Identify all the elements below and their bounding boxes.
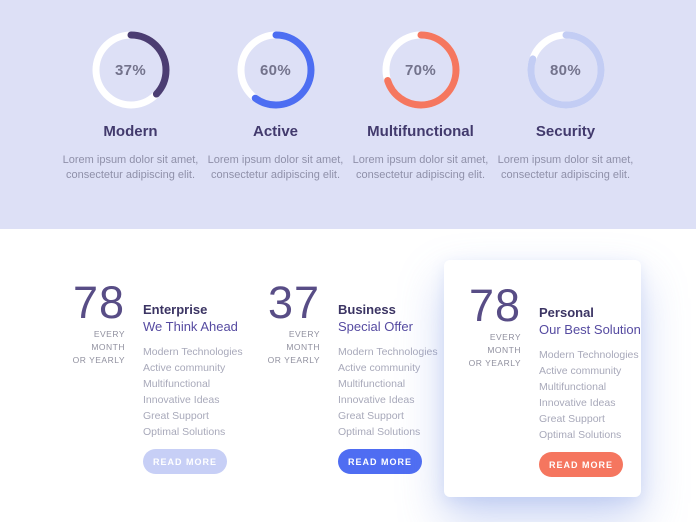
pricing-plan-enterprise: 78 EVERY MONTH OR YEARLY Enterprise We T…	[62, 277, 243, 474]
percent-label: 37%	[115, 61, 146, 79]
plan-price: 78	[72, 277, 125, 328]
plan-feature: Optimal Solutions	[539, 429, 622, 441]
donut-chart-multifunctional: 70%	[382, 31, 460, 109]
plan-feature: Great Support	[143, 410, 209, 422]
stat-modern: 37% Modern Lorem ipsum dolor sit amet, c…	[58, 31, 203, 229]
plan-feature: Innovative Ideas	[143, 394, 220, 406]
pricing-section: 78 EVERY MONTH OR YEARLY Enterprise We T…	[0, 229, 696, 522]
stat-description-line1: Lorem ipsum dolor sit amet,	[62, 154, 199, 166]
stat-multifunctional: 70% Multifunctional Lorem ipsum dolor si…	[348, 31, 493, 229]
plan-details: Business Special Offer Modern Technologi…	[338, 285, 438, 474]
plan-billing-line1: EVERY MONTH	[91, 329, 125, 352]
donut-chart-modern: 37%	[92, 31, 170, 109]
plan-feature: Active community	[539, 365, 622, 377]
plan-tagline: We Think Ahead	[143, 319, 238, 334]
pricing-plan-business: 37 EVERY MONTH OR YEARLY Business Specia…	[257, 277, 438, 474]
plan-billing-line1: EVERY MONTH	[286, 329, 320, 352]
stat-title: Active	[252, 123, 299, 140]
plan-price-block: 78 EVERY MONTH OR YEARLY	[62, 277, 125, 474]
stat-description-line1: Lorem ipsum dolor sit amet,	[352, 154, 489, 166]
plan-name: Enterprise	[143, 302, 208, 317]
plan-tagline: Our Best Solution	[539, 322, 641, 337]
plan-name: Business	[338, 302, 396, 317]
plan-feature: Modern Technologies	[143, 346, 243, 358]
donut-svg	[527, 31, 604, 109]
stat-description-line2: consectetur adipiscing elit.	[500, 169, 630, 181]
plan-billing: EVERY MONTH OR YEARLY	[458, 331, 521, 370]
stat-description-line1: Lorem ipsum dolor sit amet,	[207, 154, 344, 166]
stat-description-line2: consectetur adipiscing elit.	[355, 169, 485, 181]
stat-description: Lorem ipsum dolor sit amet, consectetur …	[203, 153, 348, 183]
plan-billing-line2: OR YEARLY	[72, 355, 125, 365]
stat-description: Lorem ipsum dolor sit amet, consectetur …	[348, 153, 493, 183]
donut-chart-active: 60%	[237, 31, 315, 109]
plan-feature-list: Modern Technologies Active community Mul…	[539, 347, 641, 443]
plan-price: 78	[468, 280, 521, 331]
plan-feature: Great Support	[539, 413, 605, 425]
stat-description: Lorem ipsum dolor sit amet, consectetur …	[58, 153, 203, 183]
percent-label: 80%	[550, 61, 581, 79]
donut-svg	[92, 31, 169, 109]
plan-feature: Active community	[143, 362, 226, 374]
plan-feature: Multifunctional	[539, 381, 607, 393]
stat-description-line1: Lorem ipsum dolor sit amet,	[497, 154, 634, 166]
percent-label: 60%	[260, 61, 291, 79]
percent-label: 70%	[405, 61, 436, 79]
stat-title: Modern	[103, 123, 158, 140]
stat-description-line2: consectetur adipiscing elit.	[210, 169, 340, 181]
featured-plan-card: 78 EVERY MONTH OR YEARLY Personal Our Be…	[444, 260, 641, 497]
plan-billing-line2: OR YEARLY	[267, 355, 320, 365]
stat-description-line2: consectetur adipiscing elit.	[65, 169, 195, 181]
stats-section: 37% Modern Lorem ipsum dolor sit amet, c…	[0, 0, 696, 229]
stat-title: Security	[535, 123, 596, 140]
plan-feature: Modern Technologies	[539, 349, 639, 361]
plan-tagline: Special Offer	[338, 319, 413, 334]
plan-feature: Optimal Solutions	[338, 426, 421, 438]
plan-feature: Modern Technologies	[338, 346, 438, 358]
plan-feature-list: Modern Technologies Active community Mul…	[143, 344, 243, 440]
read-more-button-enterprise[interactable]: READ MORE	[143, 449, 227, 474]
plan-name: Personal	[539, 305, 594, 320]
read-more-button-personal[interactable]: READ MORE	[539, 452, 623, 477]
stat-active: 60% Active Lorem ipsum dolor sit amet, c…	[203, 31, 348, 229]
plan-feature: Multifunctional	[143, 378, 211, 390]
read-more-button-business[interactable]: READ MORE	[338, 449, 422, 474]
donut-chart-security: 80%	[527, 31, 605, 109]
plan-billing: EVERY MONTH OR YEARLY	[62, 328, 125, 367]
plan-billing-line2: OR YEARLY	[468, 358, 521, 368]
plan-price: 37	[267, 277, 320, 328]
plan-billing-line1: EVERY MONTH	[487, 332, 521, 355]
plan-details: Personal Our Best Solution Modern Techno…	[539, 288, 641, 477]
plan-feature: Optimal Solutions	[143, 426, 226, 438]
plan-feature: Multifunctional	[338, 378, 406, 390]
plan-price-block: 37 EVERY MONTH OR YEARLY	[257, 277, 320, 474]
plan-feature: Innovative Ideas	[338, 394, 415, 406]
donut-svg	[382, 31, 459, 109]
plan-feature-list: Modern Technologies Active community Mul…	[338, 344, 438, 440]
plan-price-block: 78 EVERY MONTH OR YEARLY	[458, 280, 521, 477]
plan-details: Enterprise We Think Ahead Modern Technol…	[143, 285, 243, 474]
donut-svg	[237, 31, 314, 109]
stat-security: 80% Security Lorem ipsum dolor sit amet,…	[493, 31, 638, 229]
stat-description: Lorem ipsum dolor sit amet, consectetur …	[493, 153, 638, 183]
plan-feature: Great Support	[338, 410, 404, 422]
plan-billing: EVERY MONTH OR YEARLY	[257, 328, 320, 367]
stat-title: Multifunctional	[367, 123, 474, 140]
pricing-plan-personal: 78 EVERY MONTH OR YEARLY Personal Our Be…	[444, 260, 641, 477]
plan-feature: Innovative Ideas	[539, 397, 616, 409]
plan-feature: Active community	[338, 362, 421, 374]
